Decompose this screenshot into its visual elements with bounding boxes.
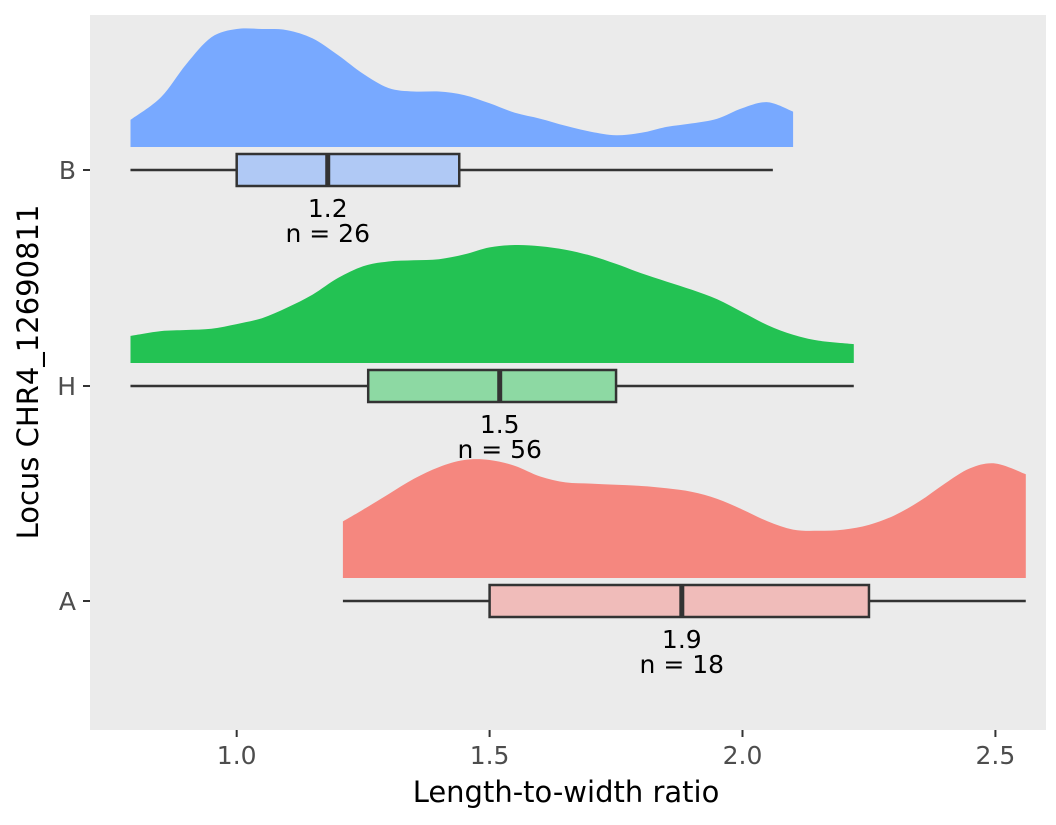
n-label-h: n = 56 <box>457 435 542 464</box>
median-label-b: 1.2 <box>308 194 348 223</box>
box-h <box>366 368 618 404</box>
chart-axes: B H A 1.0 1.5 2.0 2.5 <box>57 156 1015 770</box>
y-tick-label-h: H <box>57 372 76 401</box>
x-tick-label: 1.5 <box>470 741 510 770</box>
density-cloud-a <box>342 459 1026 578</box>
y-tick-label-a: A <box>59 587 76 616</box>
x-tick-label: 2.0 <box>723 741 763 770</box>
n-label-b: n = 26 <box>285 219 370 248</box>
density-cloud-b <box>130 28 794 147</box>
chart-marks: 1.2n = 26 1.5n = 56 1.9n = 18 <box>130 28 1026 679</box>
median-label-a: 1.9 <box>662 625 702 654</box>
box-a <box>488 583 871 619</box>
box-b <box>235 152 461 188</box>
y-tick-label-b: B <box>59 156 76 185</box>
density-cloud-h <box>130 244 854 363</box>
n-label-a: n = 18 <box>640 650 725 679</box>
x-tick-label: 1.0 <box>217 741 257 770</box>
median-label-h: 1.5 <box>480 410 520 439</box>
x-axis-title: Length-to-width ratio <box>413 775 720 809</box>
y-axis-title: Locus CHR4_12690811 <box>11 205 45 540</box>
x-tick-label: 2.5 <box>976 741 1016 770</box>
